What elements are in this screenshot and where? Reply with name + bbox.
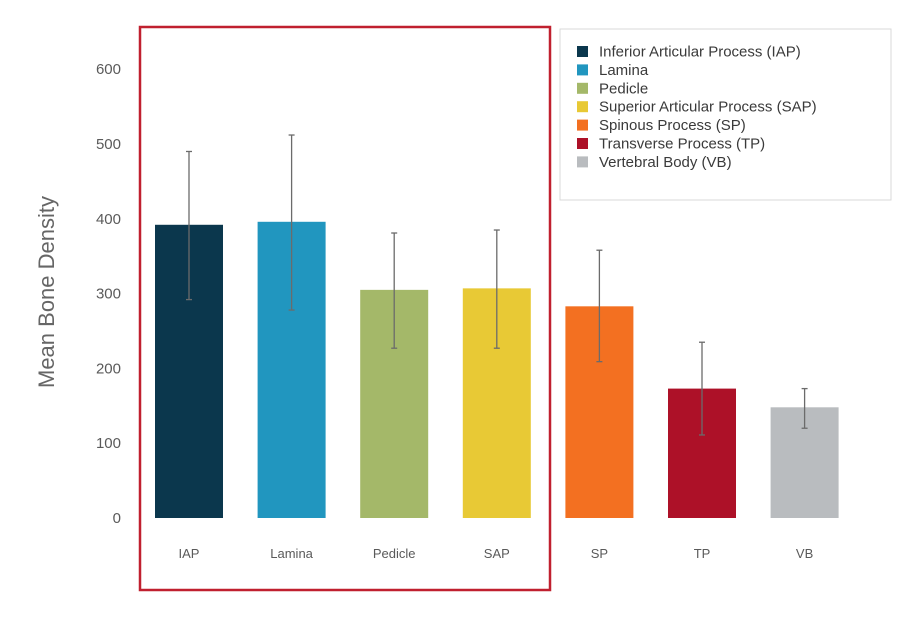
x-tick-label-sap: SAP bbox=[484, 546, 510, 561]
y-tick-label-100: 100 bbox=[96, 435, 121, 452]
x-tick-label-pedicle: Pedicle bbox=[373, 546, 416, 561]
legend-label-lamina: Lamina bbox=[599, 62, 649, 79]
x-tick-label-sp: SP bbox=[591, 546, 608, 561]
legend-swatch-vb bbox=[577, 156, 588, 168]
legend-label-sp: Spinous Process (SP) bbox=[599, 117, 746, 134]
legend-swatch-iap bbox=[577, 46, 588, 57]
x-tick-label-iap: IAP bbox=[179, 546, 200, 561]
legend-label-pedicle: Pedicle bbox=[599, 80, 648, 97]
highlight-box bbox=[138, 25, 552, 592]
legend-swatch-pedicle bbox=[577, 82, 588, 94]
legend-label-tp: Transverse Process (TP) bbox=[599, 136, 765, 153]
y-tick-label-500: 500 bbox=[96, 136, 121, 153]
y-tick-label-400: 400 bbox=[96, 211, 121, 228]
x-tick-label-tp: TP bbox=[694, 546, 711, 561]
y-tick-label-600: 600 bbox=[96, 61, 121, 78]
x-tick-label-vb: VB bbox=[796, 546, 813, 561]
legend-swatch-sap bbox=[577, 101, 588, 113]
legend-label-sap: Superior Articular Process (SAP) bbox=[599, 99, 817, 116]
legend-label-vb: Vertebral Body (VB) bbox=[599, 154, 732, 171]
x-tick-label-lamina: Lamina bbox=[270, 546, 313, 561]
y-tick-label-0: 0 bbox=[113, 510, 121, 527]
legend-swatch-lamina bbox=[577, 64, 588, 76]
y-tick-label-300: 300 bbox=[96, 286, 121, 303]
legend-label-iap: Inferior Articular Process (IAP) bbox=[599, 44, 801, 61]
legend-swatch-sp bbox=[577, 119, 588, 131]
legend-swatch-tp bbox=[577, 138, 588, 149]
y-tick-label-200: 200 bbox=[96, 360, 121, 377]
y-axis-title: Mean Bone Density bbox=[34, 196, 59, 388]
legend-box bbox=[559, 28, 892, 201]
